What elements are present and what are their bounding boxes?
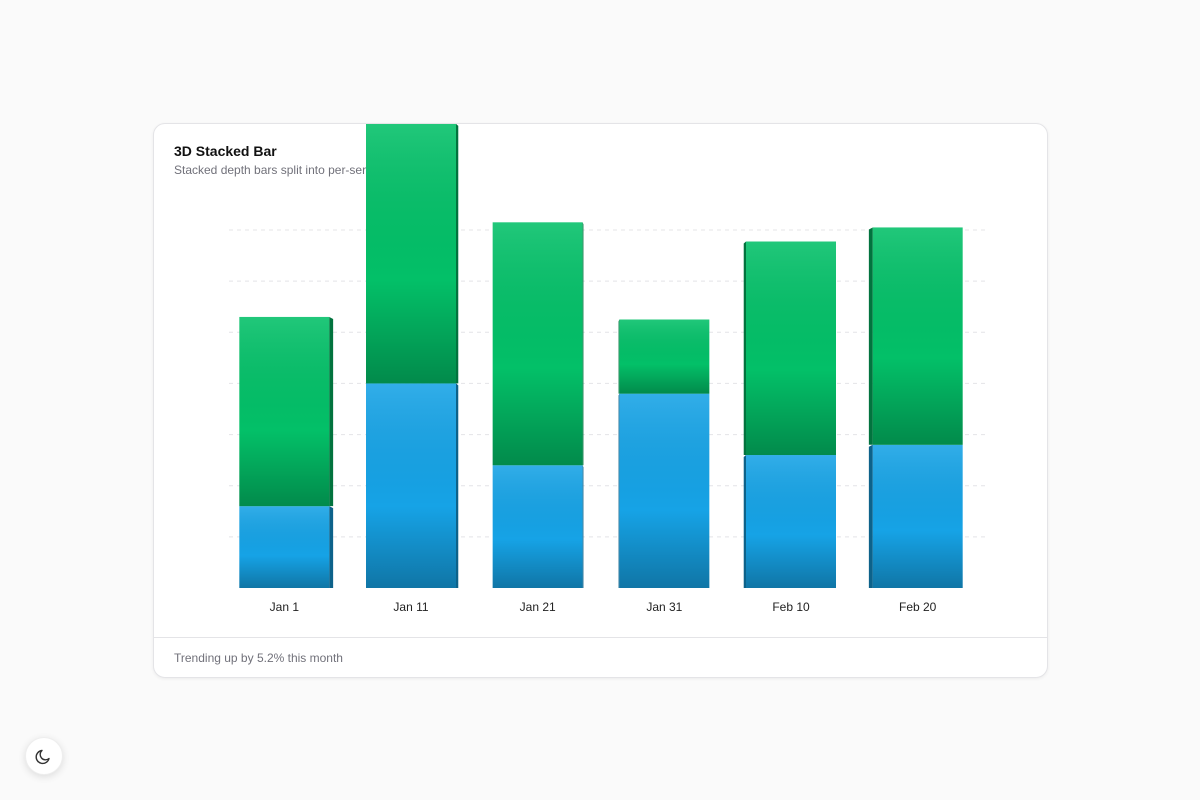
bar-shade: [366, 124, 456, 384]
theme-toggle[interactable]: [25, 737, 63, 775]
bar-side: [868, 444, 873, 588]
bar-side: [582, 465, 584, 588]
bar-side: [456, 383, 459, 588]
bar-shade: [619, 319, 710, 394]
bar-shade: [746, 455, 836, 588]
bar-side: [743, 241, 746, 456]
bar-shade: [366, 383, 456, 588]
bar-shade: [872, 227, 963, 445]
bar-shade: [492, 465, 583, 588]
bar-shade: [492, 222, 583, 466]
moon-icon: [35, 749, 50, 765]
x-tick-label: Jan 11: [393, 600, 428, 614]
bar-shade: [239, 316, 330, 507]
x-tick-label: Feb 10: [772, 600, 810, 614]
card-title: 3D Stacked Bar: [174, 143, 277, 159]
bar-side: [743, 455, 746, 588]
bar-side: [582, 222, 584, 466]
bar-side: [456, 124, 459, 384]
bar-side: [329, 506, 334, 588]
x-tick-label: Jan 1: [270, 600, 300, 614]
bar-side: [329, 316, 334, 507]
x-tick-label: Jan 21: [520, 600, 556, 614]
footer-text: Trending up by 5.2% this month: [174, 651, 343, 665]
bar-shade: [619, 393, 710, 588]
bar-side: [868, 227, 873, 445]
bar-side: [618, 319, 620, 394]
bar-side: [618, 393, 620, 588]
chart: Jan 1 Jan 11 Jan 21 Jan 31 Feb 10 Feb 20: [229, 124, 987, 614]
x-tick-label: Jan 31: [646, 600, 682, 614]
bar-shade: [239, 506, 330, 588]
card-footer: Trending up by 5.2% this month: [154, 637, 1047, 677]
bar-shade: [872, 444, 963, 588]
card: 3D Stacked Bar Stacked depth bars split …: [153, 123, 1048, 678]
bar-shade: [746, 241, 836, 456]
x-tick-label: Feb 20: [899, 600, 937, 614]
